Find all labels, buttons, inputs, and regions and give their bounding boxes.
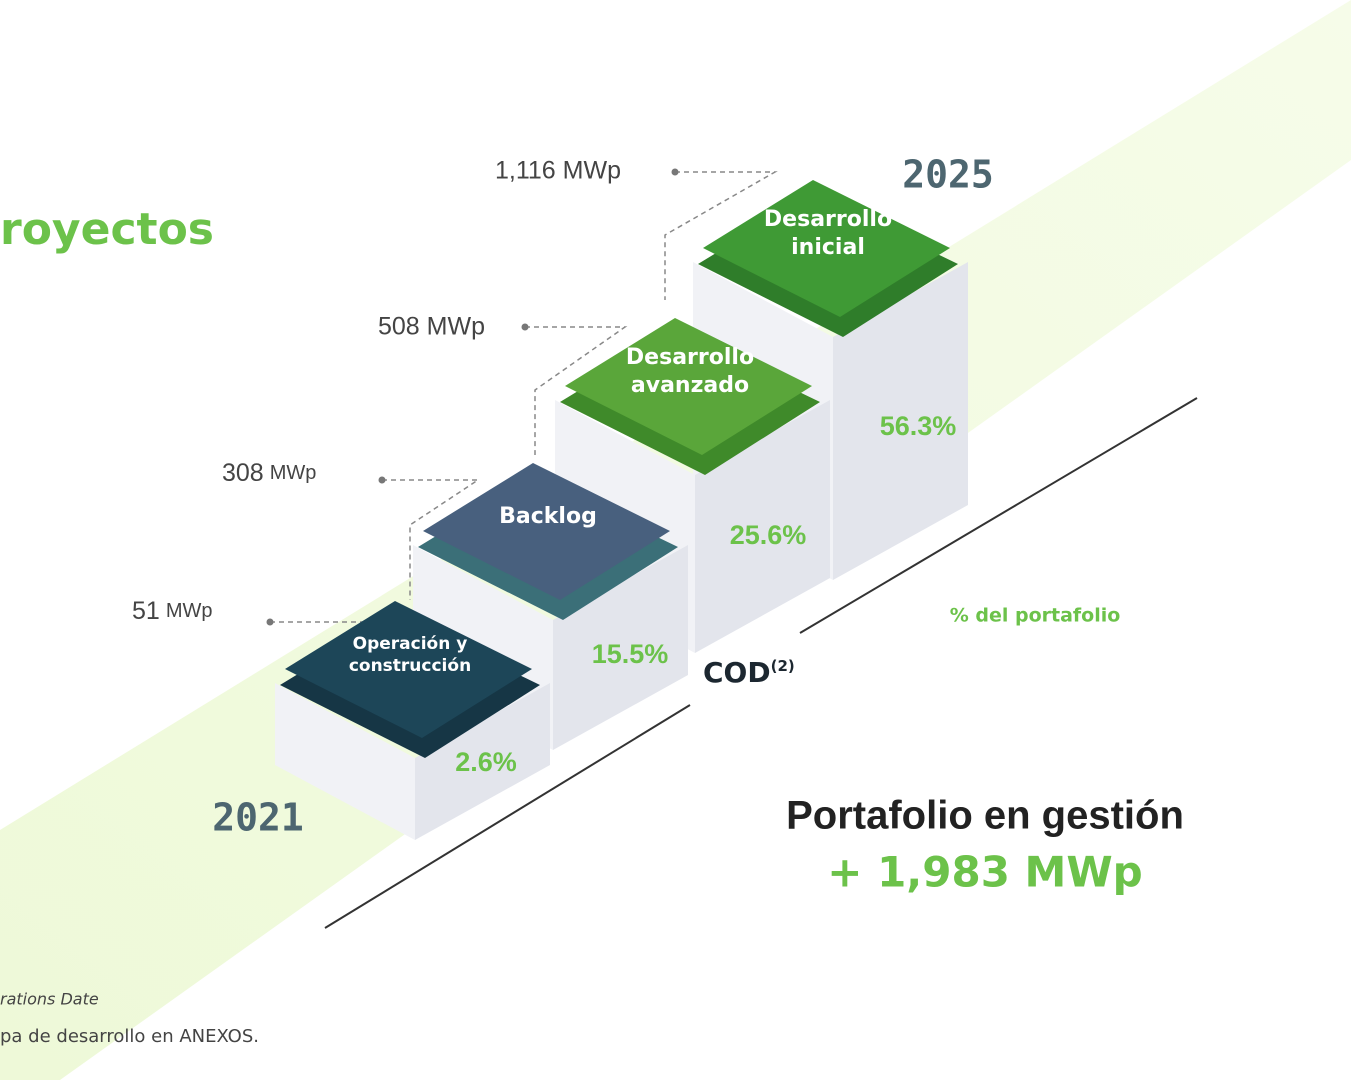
cod-label: COD(2) bbox=[703, 656, 795, 689]
box-right-face bbox=[695, 400, 830, 653]
box-right-face bbox=[833, 262, 968, 580]
step-label: Desarrollo bbox=[764, 207, 892, 232]
capacity-label: 508 MWp bbox=[378, 313, 485, 341]
leader-line bbox=[525, 326, 628, 455]
title: royectos bbox=[0, 204, 214, 255]
baseline bbox=[324, 704, 691, 929]
share-label: 25.6% bbox=[730, 520, 807, 550]
cod-note: (2) bbox=[771, 657, 795, 675]
step-label: Operación y bbox=[353, 634, 468, 654]
tile-top bbox=[423, 463, 670, 600]
share-label: 15.5% bbox=[592, 639, 669, 669]
leader-line bbox=[382, 479, 481, 600]
step-label: avanzado bbox=[631, 373, 749, 398]
capacity-value: 51 bbox=[132, 597, 160, 625]
leader-dot bbox=[266, 618, 274, 626]
capacity-label: 308 MWp bbox=[222, 459, 316, 487]
tile-top bbox=[565, 318, 812, 455]
tile-top bbox=[703, 180, 950, 317]
leader-line bbox=[664, 171, 778, 300]
share-axis-label: % del portafolio bbox=[950, 605, 1121, 627]
step-label: Backlog bbox=[499, 504, 597, 529]
step-label: inicial bbox=[791, 235, 865, 260]
leader-dot bbox=[378, 476, 386, 484]
year-end: 2025 bbox=[902, 153, 994, 197]
footnote: rations Date bbox=[0, 990, 99, 1009]
cod: COD bbox=[703, 656, 771, 689]
share-label: 2.6% bbox=[455, 747, 517, 777]
share-label: 56.3% bbox=[880, 411, 957, 441]
summary-title: Portafolio en gestión bbox=[786, 794, 1184, 838]
capacity-label: 51 MWp bbox=[132, 597, 212, 625]
step-label: construcción bbox=[349, 656, 471, 676]
summary-value: + 1,983 MWp bbox=[827, 848, 1142, 897]
tile-top bbox=[285, 601, 532, 738]
footnote: pa de desarrollo en ANEXOS. bbox=[0, 1026, 259, 1047]
box-right-face bbox=[415, 683, 550, 840]
capacity-label: 1,116 MWp bbox=[495, 157, 621, 185]
step-label: Desarrollo bbox=[626, 345, 754, 370]
capacity-unit: MWp bbox=[166, 600, 213, 622]
year-start: 2021 bbox=[212, 796, 304, 840]
box-right-face bbox=[553, 545, 688, 750]
leader-dot bbox=[671, 168, 679, 176]
capacity-value: 308 bbox=[222, 459, 264, 487]
baseline bbox=[799, 397, 1198, 634]
box-left-face bbox=[275, 683, 415, 840]
leader-dot bbox=[521, 323, 529, 331]
capacity-unit: MWp bbox=[270, 462, 317, 484]
